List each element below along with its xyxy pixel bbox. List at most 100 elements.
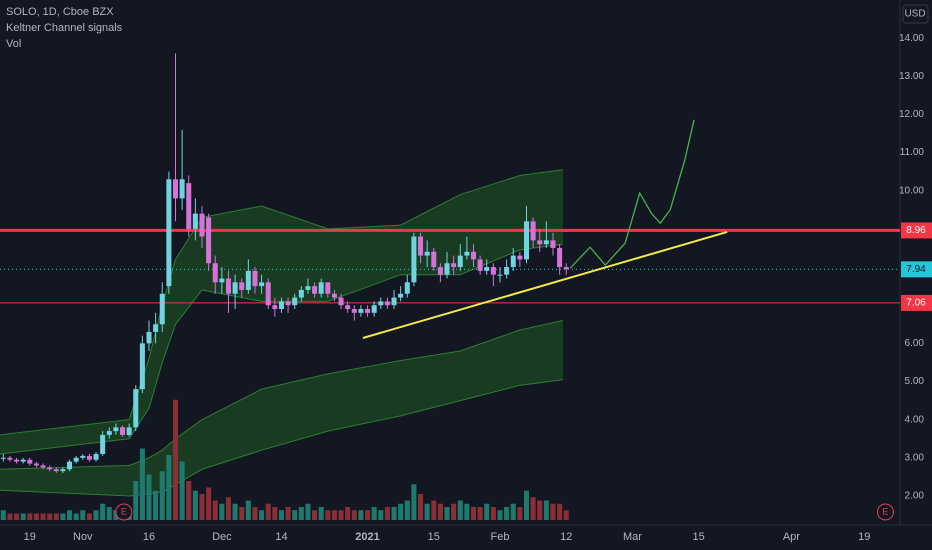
candle-body (272, 305, 278, 310)
candle-body (557, 247, 563, 268)
candle-body (166, 179, 172, 287)
candle-body (391, 297, 397, 306)
volume-bar (331, 510, 337, 520)
candle-body (20, 459, 26, 462)
x-tick-label: 12 (560, 531, 572, 543)
symbol-title: SOLO, 1D, Cboe BZX (6, 6, 114, 18)
candle-body (67, 461, 73, 470)
candle-body (298, 289, 304, 298)
candle-body (318, 282, 324, 294)
volume-bar (139, 448, 145, 520)
candle-body (73, 457, 79, 462)
candle-body (186, 183, 192, 229)
candle-body (245, 270, 251, 290)
volume-bar (424, 503, 430, 520)
volume-bar (292, 510, 298, 520)
volume-bar (404, 500, 410, 520)
volume-bar (225, 497, 231, 520)
candle-body (60, 469, 66, 472)
volume-bar (199, 494, 205, 520)
x-tick-label: 15 (693, 531, 705, 543)
x-tick-label: Nov (73, 531, 93, 543)
volume-bar (371, 507, 377, 520)
volume-bar (265, 503, 271, 520)
candle-body (537, 240, 543, 245)
candle-body (490, 267, 496, 275)
keltner-line (0, 169, 563, 436)
currency: USD (904, 9, 925, 20)
candle-body (199, 213, 205, 237)
candle-body (510, 255, 516, 268)
price-label: 7.94 (906, 264, 926, 275)
volume-bar (563, 510, 569, 520)
volume-bar (484, 503, 490, 520)
volume-bar (206, 487, 212, 520)
volume-bar (537, 500, 543, 520)
volume-bar (378, 510, 384, 520)
candle-body (470, 251, 477, 260)
x-tick-label: 15 (428, 531, 440, 543)
indicator-name: Keltner Channel signals (6, 22, 123, 34)
x-tick-label: Apr (783, 531, 800, 543)
candle-body (47, 467, 53, 470)
candle-body (265, 282, 271, 306)
y-tick-label: 10.00 (899, 185, 924, 196)
volume-bar (358, 510, 364, 520)
candle-body (239, 282, 245, 290)
volume-bar (312, 510, 318, 520)
volume-bar (318, 507, 324, 520)
volume-bar (490, 507, 496, 520)
candle-body (133, 389, 139, 428)
volume-bar (153, 490, 159, 520)
volume-bar (325, 510, 331, 520)
x-tick-label: 19 (24, 531, 36, 543)
volume-bar (159, 471, 165, 520)
volume-bar (245, 500, 251, 520)
candle-body (517, 255, 523, 260)
volume-bar (278, 510, 284, 520)
volume-bar (523, 490, 530, 520)
x-tick-label: 2021 (355, 531, 379, 543)
candle-body (159, 293, 165, 325)
volume-bar (298, 507, 304, 520)
candle-body (543, 240, 549, 245)
volume-bar (510, 503, 516, 520)
candle-body (437, 267, 443, 275)
volume-bar (14, 513, 20, 520)
candle-body (259, 282, 265, 287)
candle-body (113, 427, 119, 432)
candle-body (232, 282, 238, 294)
volume-bar (53, 513, 59, 520)
volume-bar (166, 455, 172, 520)
volume-bar (470, 507, 477, 520)
x-tick-label: 16 (143, 531, 155, 543)
price-label-box (901, 294, 932, 311)
volume-bar (285, 507, 291, 520)
price-label-box (901, 261, 932, 278)
volume-bar (239, 507, 245, 520)
volume-bar (20, 513, 26, 520)
volume-bar (252, 507, 258, 520)
candle-body (33, 463, 39, 466)
volume-bar (33, 513, 39, 520)
candle-body (550, 240, 556, 248)
volume-bar (418, 494, 424, 520)
price-label-box (901, 222, 932, 239)
volume-bar (517, 507, 523, 520)
drawing-line (569, 119, 695, 269)
keltner-line (0, 379, 563, 497)
volume-bar (444, 507, 450, 520)
x-tick-label: Dec (212, 531, 232, 543)
candle-body (146, 331, 152, 344)
x-tick-label: Feb (491, 531, 510, 543)
x-tick-label: 19 (858, 531, 870, 543)
candle-body (451, 263, 457, 268)
candle-body (563, 267, 569, 270)
volume-bar (437, 503, 443, 520)
candle-body (358, 309, 364, 313)
candle-body (106, 431, 112, 435)
volume-bar (186, 481, 192, 520)
band-fill (0, 320, 563, 496)
